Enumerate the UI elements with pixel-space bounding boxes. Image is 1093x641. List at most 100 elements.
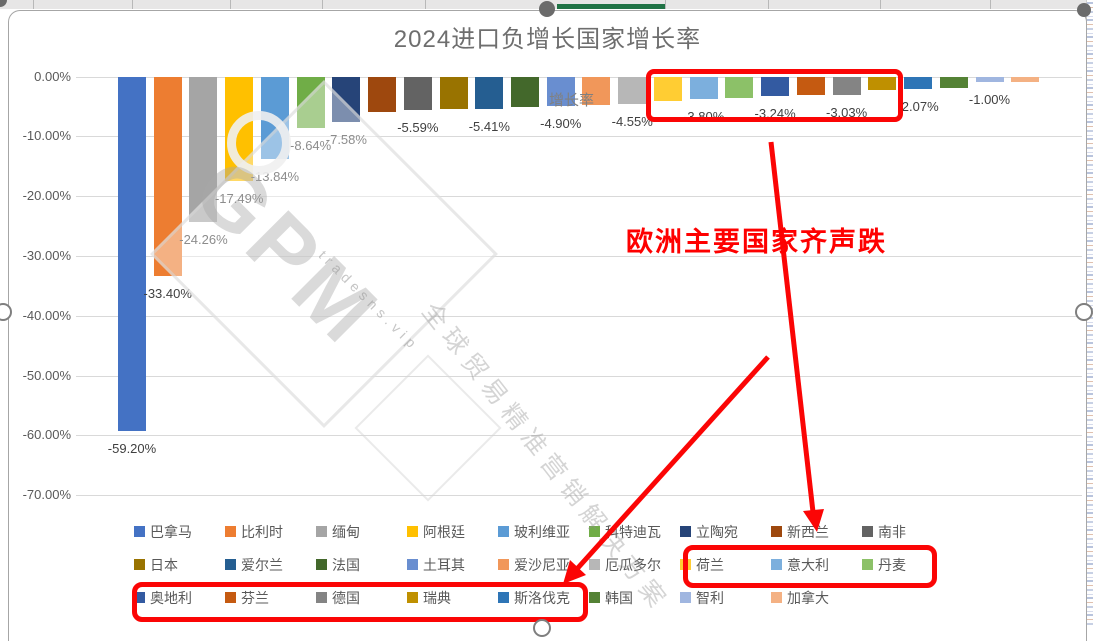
legend-item-新西兰[interactable]: 新西兰 [771,522,862,542]
y-tick-label: -50.00% [22,367,71,383]
legend-label: 意大利 [787,557,829,573]
column-separator [230,0,231,9]
selection-handle-top[interactable] [539,1,555,17]
legend-item-厄瓜多尔[interactable]: 厄瓜多尔 [589,555,680,575]
legend-marker-icon [771,559,782,570]
bar-爱沙尼亚[interactable] [582,76,611,105]
bar-德国[interactable] [832,76,861,95]
bar-立陶宛[interactable] [332,76,361,122]
chart-title[interactable]: 2024进口负增长国家增长率 [393,26,702,53]
bar-荷兰[interactable] [653,76,682,102]
legend-label: 芬兰 [241,590,269,606]
bar-瑞典[interactable] [868,76,897,91]
bar-法国[interactable] [511,76,540,107]
legend-label: 土耳其 [423,557,465,573]
bar-阿根廷[interactable] [225,76,254,182]
bar-奥地利[interactable] [761,76,790,96]
bar-日本[interactable] [439,76,468,110]
bar-丹麦[interactable] [725,76,754,98]
selection-handle-right[interactable] [1075,303,1093,321]
column-separator [33,0,34,9]
legend-label: 缅甸 [332,524,360,540]
legend-label: 德国 [332,590,360,606]
highlight-box-legend-row3[interactable] [132,582,588,622]
bar-意大利[interactable] [689,76,718,100]
legend-marker-icon [407,592,418,603]
legend-item-意大利[interactable]: 意大利 [771,555,862,575]
legend-label: 新西兰 [787,524,829,540]
bar-芬兰[interactable] [796,76,825,96]
selection-handle-left[interactable] [0,303,12,321]
selection-handle-top-left[interactable] [0,0,7,7]
excel-green-tab-indicator [557,4,665,9]
legend-item-韩国[interactable]: 韩国 [589,588,680,608]
legend-item-法国[interactable]: 法国 [316,555,407,575]
legend-label: 科特迪瓦 [605,524,661,540]
legend-item-玻利维亚[interactable]: 玻利维亚 [498,522,589,542]
legend-marker-icon [589,592,600,603]
bar-爱尔兰[interactable] [475,76,504,109]
y-tick-label: -20.00% [22,188,71,204]
legend-item-阿根廷[interactable]: 阿根廷 [407,522,498,542]
column-separator [132,0,133,9]
legend-item-爱尔兰[interactable]: 爱尔兰 [225,555,316,575]
bar-巴拿马[interactable] [118,76,146,431]
legend-item-比利时[interactable]: 比利时 [225,522,316,542]
bar-value-label: -4.55% [611,113,653,129]
bar-value-label: -4.90% [540,115,582,131]
bar-缅甸[interactable] [189,76,218,222]
legend-item-加拿大[interactable]: 加拿大 [771,588,862,608]
legend-item-立陶宛[interactable]: 立陶宛 [680,522,771,542]
legend-label: 加拿大 [787,590,829,606]
bar-value-label: -8.64% [290,138,332,154]
chart-area[interactable]: 2024进口负增长国家增长率 0.00% -10.00% -20.00% -30.00… [8,10,1087,641]
bar-新西兰[interactable] [368,76,397,112]
bar-南非[interactable] [403,76,432,110]
legend-label: 爱尔兰 [241,557,283,573]
column-separator [322,0,323,9]
bar-土耳其[interactable] [546,76,575,106]
grid-line [76,495,1082,497]
y-tick-label: -10.00% [22,128,71,144]
bar-value-label: -33.40% [143,286,192,302]
legend-item-爱沙尼亚[interactable]: 爱沙尼亚 [498,555,589,575]
legend-item-奥地利[interactable]: 奥地利 [134,588,225,608]
legend-item-智利[interactable]: 智利 [680,588,771,608]
legend-item-芬兰[interactable]: 芬兰 [225,588,316,608]
watermark-url-text: tradesns.vip [315,247,423,355]
bar-韩国[interactable] [939,76,968,89]
highlight-box-bars[interactable] [646,69,903,122]
grid-line [76,255,1082,257]
column-separator [768,0,769,9]
legend-item-土耳其[interactable]: 土耳其 [407,555,498,575]
legend-marker-icon [225,526,236,537]
legend-item-瑞典[interactable]: 瑞典 [407,588,498,608]
legend-marker-icon [680,592,691,603]
selection-handle-top-right[interactable] [1077,3,1091,17]
bar-比利时[interactable] [153,76,182,277]
bar-智利[interactable] [975,76,1004,83]
legend-label: 智利 [696,590,724,606]
legend-label: 瑞典 [423,590,451,606]
annotation-text[interactable]: 欧洲主要国家齐声跌 [626,227,887,257]
legend-item-日本[interactable]: 日本 [134,555,225,575]
legend-row: 巴拿马 比利时 缅甸 阿根廷 玻利维亚 科特迪瓦 立陶宛 新西兰 南非 [134,522,953,542]
y-tick-label: -40.00% [22,307,71,323]
column-separator [880,0,881,9]
legend-item-斯洛伐克[interactable]: 斯洛伐克 [498,588,589,608]
bar-厄瓜多尔[interactable] [618,76,647,104]
legend-label: 巴拿马 [150,524,192,540]
legend-item-丹麦[interactable]: 丹麦 [862,555,953,575]
bar-科特迪瓦[interactable] [296,76,325,129]
legend-item-巴拿马[interactable]: 巴拿马 [134,522,225,542]
bar-斯洛伐克[interactable] [904,76,933,89]
legend-item-德国[interactable]: 德国 [316,588,407,608]
selection-handle-bottom[interactable] [533,619,551,637]
legend-item-缅甸[interactable]: 缅甸 [316,522,407,542]
bar-加拿大[interactable] [1011,76,1040,83]
highlight-box-legend-row2[interactable] [683,545,937,588]
legend-item-南非[interactable]: 南非 [862,522,953,542]
legend-item-科特迪瓦[interactable]: 科特迪瓦 [589,522,680,542]
legend-marker-icon [134,526,145,537]
bar-value-label: -5.41% [468,118,510,134]
